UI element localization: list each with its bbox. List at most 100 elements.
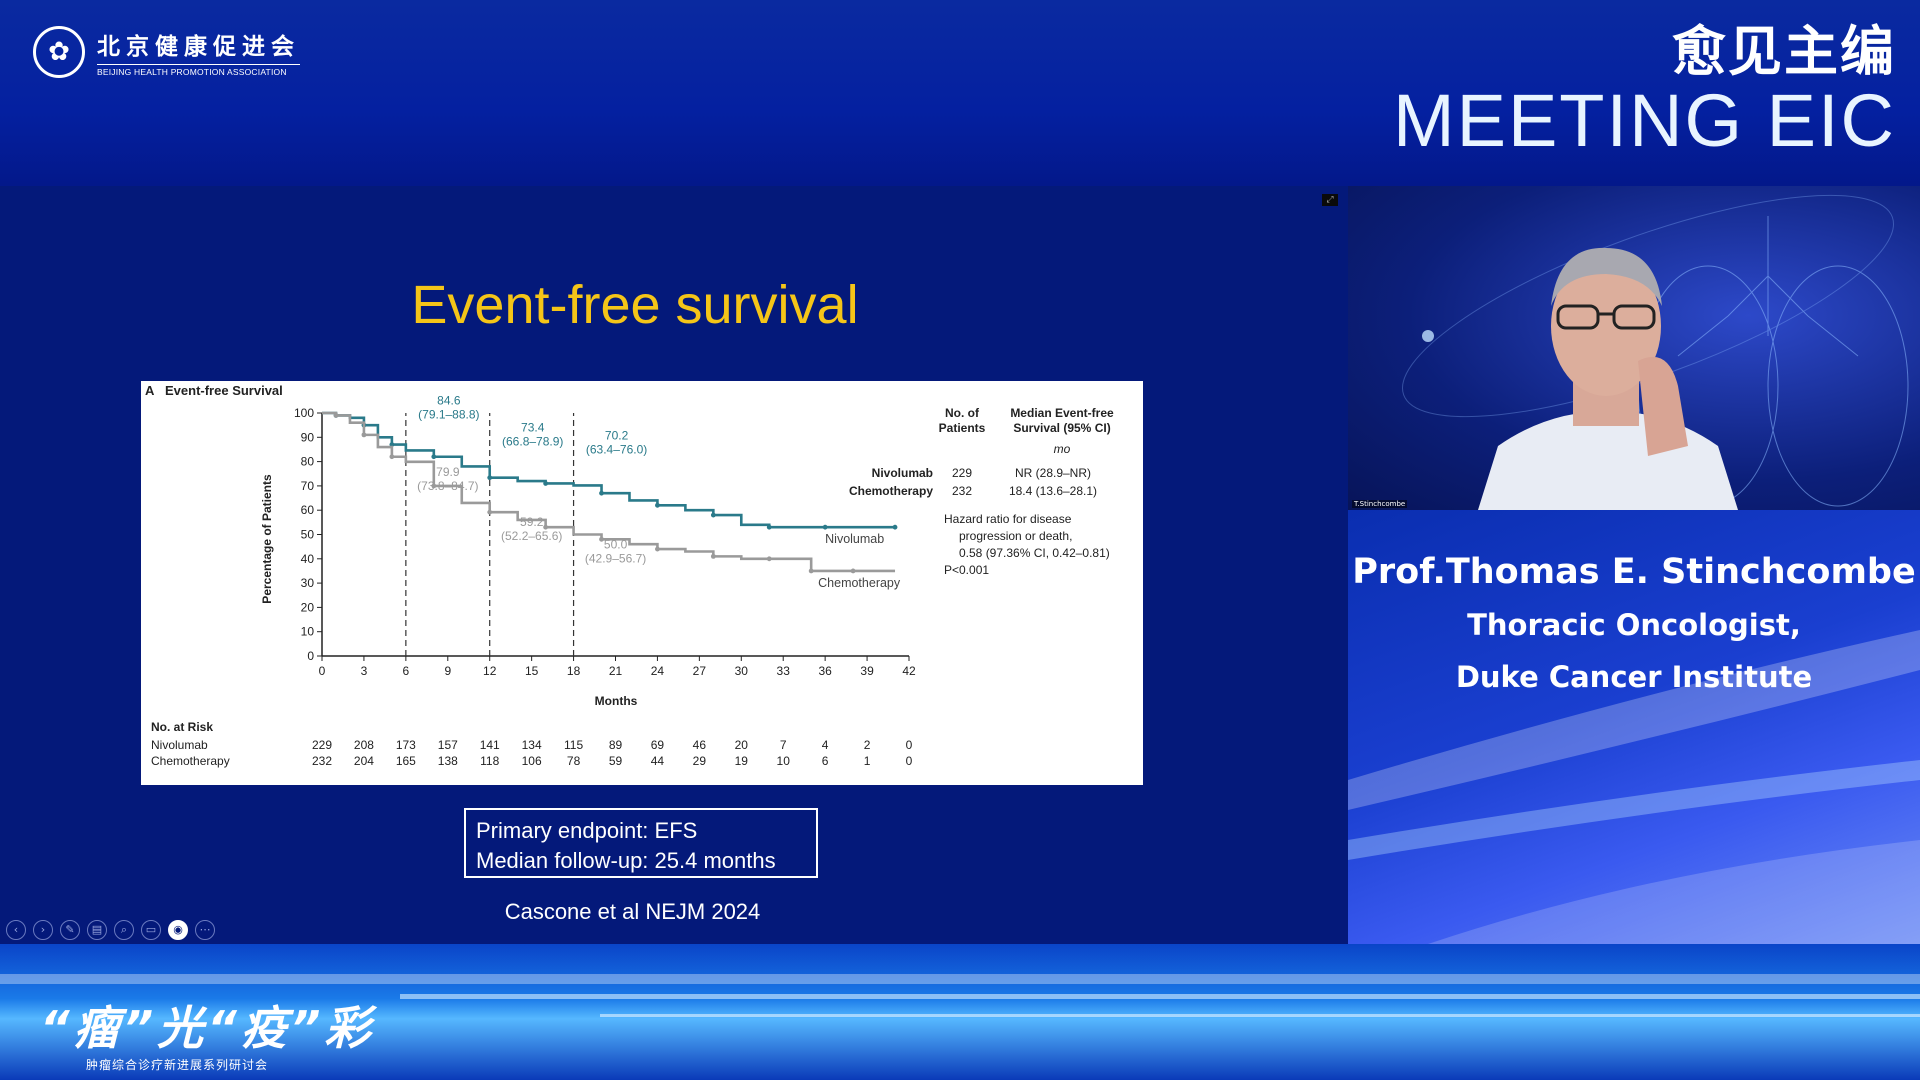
y-tick-label: 80 bbox=[301, 455, 315, 469]
more-icon[interactable]: ⋯ bbox=[195, 920, 215, 940]
y-tick-label: 10 bbox=[301, 625, 315, 639]
at-risk-value: 69 bbox=[651, 738, 665, 752]
x-tick-label: 3 bbox=[361, 664, 368, 678]
y-tick-label: 0 bbox=[307, 649, 314, 663]
camera-icon[interactable]: ◉ bbox=[168, 920, 188, 940]
censor-mark bbox=[389, 454, 395, 460]
slides-icon[interactable]: ▤ bbox=[87, 920, 107, 940]
hazard-ratio-line-3: 0.58 (97.36% CI, 0.42–0.81) bbox=[959, 546, 1110, 560]
hazard-ratio-line-2: progression or death, bbox=[959, 529, 1072, 543]
legend-n-nivolumab: 229 bbox=[952, 466, 972, 480]
footer-streaks bbox=[0, 974, 1920, 1017]
slide-toolbar: ‹ › ✎ ▤ ⌕ ▭ ◉ ⋯ bbox=[6, 920, 215, 940]
next-icon[interactable]: › bbox=[33, 920, 53, 940]
at-risk-value: 20 bbox=[735, 738, 749, 752]
chart-title: Event-free Survival bbox=[165, 383, 283, 398]
pen-icon[interactable]: ✎ bbox=[60, 920, 80, 940]
x-tick-label: 27 bbox=[693, 664, 707, 678]
y-tick-label: 20 bbox=[301, 600, 315, 614]
x-tick-label: 6 bbox=[403, 664, 410, 678]
at-risk-value: 0 bbox=[906, 738, 913, 752]
at-risk-value: 2 bbox=[864, 738, 871, 752]
speaker-institution: Duke Cancer Institute bbox=[1455, 660, 1813, 694]
annotation-value: 84.6 bbox=[437, 393, 461, 407]
association-emblem-icon: ✿ bbox=[33, 26, 85, 78]
y-tick-label: 50 bbox=[301, 528, 315, 542]
org-name-en: BEIJING HEALTH PROMOTION ASSOCIATION bbox=[97, 64, 300, 77]
video-frame bbox=[1402, 194, 1909, 510]
km-chart: A Event-free Survival Percentage of Pati… bbox=[145, 383, 1114, 768]
x-tick-label: 24 bbox=[651, 664, 665, 678]
presentation-slide: ⤢ Event-free survival A Event-free Survi… bbox=[0, 186, 1348, 944]
x-tick-label: 39 bbox=[860, 664, 874, 678]
at-risk-value: 10 bbox=[777, 754, 791, 768]
y-tick-label: 100 bbox=[294, 406, 314, 420]
censor-mark bbox=[487, 475, 493, 481]
speaker-name: Prof.Thomas E. Stinchcombe bbox=[1352, 552, 1916, 592]
legend-header-n-1: No. of bbox=[945, 406, 980, 420]
p-value: P<0.001 bbox=[944, 563, 989, 577]
annotation-ci: (52.2–65.6) bbox=[501, 529, 562, 543]
at-risk-value: 204 bbox=[354, 754, 374, 768]
at-risk-value: 115 bbox=[564, 738, 583, 752]
event-subtitle: 肿瘤综合诊疗新进展系列研讨会 bbox=[86, 1058, 269, 1072]
speaker-person bbox=[1478, 247, 1738, 510]
censor-mark bbox=[361, 432, 367, 438]
at-risk-value: 0 bbox=[906, 754, 913, 768]
expand-icon[interactable]: ⤢ bbox=[1322, 194, 1338, 206]
censor-mark bbox=[850, 568, 856, 574]
series-label-chemotherapy: Chemotherapy bbox=[818, 576, 901, 590]
x-tick-label: 12 bbox=[483, 664, 497, 678]
slide-title: Event-free survival bbox=[411, 275, 859, 335]
prev-icon[interactable]: ‹ bbox=[6, 920, 26, 940]
at-risk-label: No. at Risk bbox=[151, 720, 213, 734]
censor-mark bbox=[766, 524, 772, 530]
at-risk-value: 29 bbox=[693, 754, 707, 768]
series-line-nivolumab bbox=[322, 411, 896, 529]
at-risk-value: 173 bbox=[396, 738, 416, 752]
legend-group-chemotherapy: Chemotherapy bbox=[849, 484, 933, 498]
at-risk-value: 46 bbox=[693, 738, 707, 752]
censor-mark bbox=[822, 524, 828, 530]
x-tick-label: 36 bbox=[818, 664, 832, 678]
video-name-tag: T.Stinchcombe bbox=[1352, 500, 1408, 508]
censor-mark bbox=[599, 536, 604, 542]
annotation-value: 73.4 bbox=[521, 421, 545, 435]
at-risk-value: 7 bbox=[780, 738, 787, 752]
censor-mark bbox=[892, 524, 898, 530]
event-title: “瘤”光“疫”彩 bbox=[40, 1001, 375, 1055]
annotation-value: 79.9 bbox=[436, 465, 460, 479]
subtitle-icon[interactable]: ▭ bbox=[141, 920, 161, 940]
legend-group-nivolumab: Nivolumab bbox=[872, 466, 933, 480]
series-line-chemotherapy bbox=[322, 411, 896, 573]
panel-label: A bbox=[145, 383, 155, 398]
censor-mark bbox=[655, 546, 660, 552]
at-risk-value: 19 bbox=[735, 754, 749, 768]
annotation-value: 50.0 bbox=[604, 538, 628, 552]
at-risk-value: 118 bbox=[480, 754, 499, 768]
annotation-ci: (73.8–84.7) bbox=[417, 479, 478, 493]
brand-name-en: MEETING EIC bbox=[1392, 79, 1896, 162]
speaker-video[interactable]: T.Stinchcombe bbox=[1348, 186, 1920, 510]
zoom-icon[interactable]: ⌕ bbox=[114, 920, 134, 940]
at-risk-value: 4 bbox=[822, 738, 829, 752]
citation: Cascone et al NEJM 2024 bbox=[504, 899, 761, 924]
at-risk-value: 165 bbox=[396, 754, 416, 768]
at-risk-value: 232 bbox=[312, 754, 332, 768]
brand-name-cn: 愈见主编 bbox=[1672, 20, 1896, 83]
at-risk-value: 6 bbox=[822, 754, 829, 768]
at-risk-value: 106 bbox=[522, 754, 542, 768]
at-risk-value: 157 bbox=[438, 738, 458, 752]
x-tick-label: 9 bbox=[444, 664, 451, 678]
x-tick-label: 21 bbox=[609, 664, 623, 678]
censor-mark bbox=[431, 454, 437, 460]
censor-mark bbox=[710, 553, 716, 559]
censor-mark bbox=[487, 509, 493, 515]
at-risk-value: 141 bbox=[480, 738, 500, 752]
y-axis-label: Percentage of Patients bbox=[260, 474, 274, 604]
censor-mark bbox=[766, 556, 772, 562]
legend-unit: mo bbox=[1054, 442, 1071, 456]
primary-endpoint-text: Primary endpoint: EFS bbox=[476, 818, 698, 843]
y-tick-label: 70 bbox=[301, 479, 315, 493]
censor-mark bbox=[808, 568, 814, 574]
